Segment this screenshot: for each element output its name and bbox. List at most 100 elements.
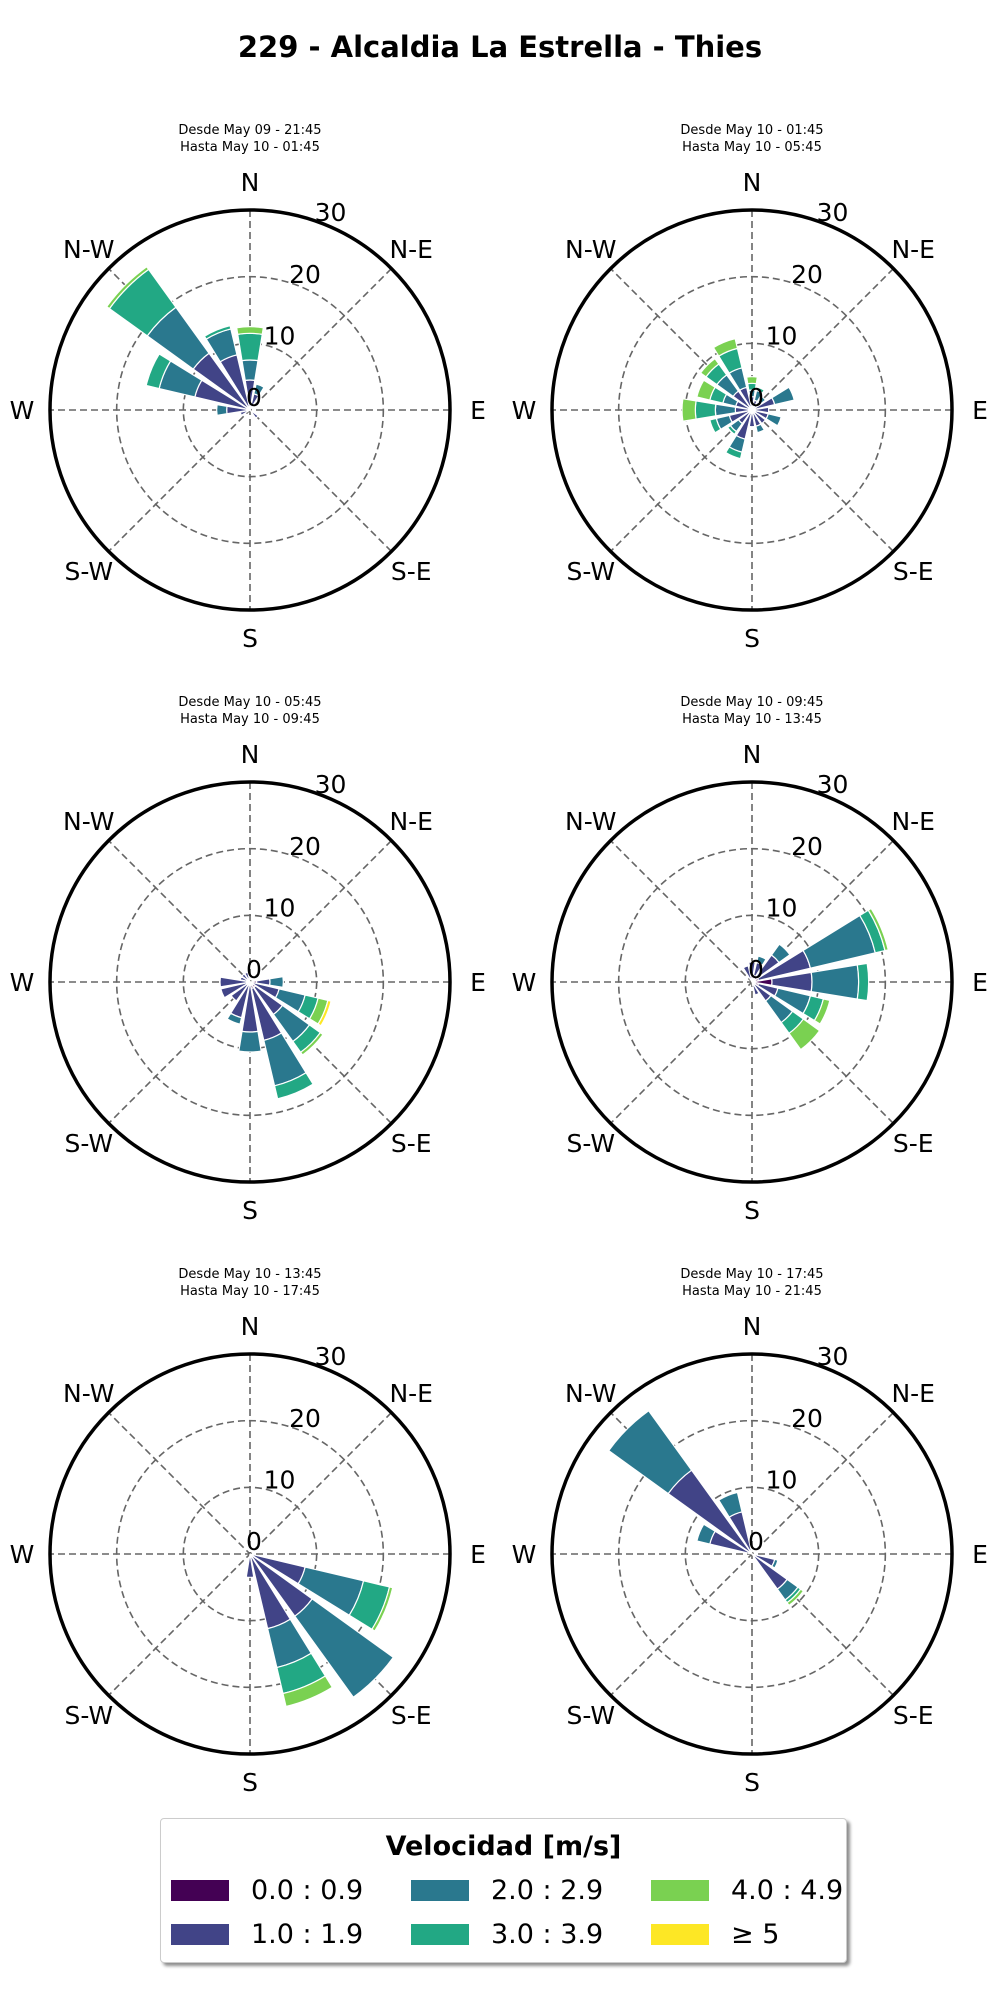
windrose-bar-segment [282, 1675, 334, 1708]
direction-label: S-E [893, 1129, 934, 1158]
radial-tick-label: 0 [748, 1527, 764, 1556]
legend-label: 1.0 : 1.9 [251, 1918, 364, 1950]
windrose-bar-segment [757, 395, 767, 405]
radial-tick-label: 0 [246, 1527, 262, 1556]
windrose-bar-segment [216, 403, 228, 417]
direction-label: S-W [566, 557, 615, 586]
direction-label: W [10, 968, 35, 997]
legend-swatch [651, 1879, 709, 1901]
legend-swatch [411, 1879, 469, 1901]
windrose-bar-segment [856, 962, 870, 1002]
direction-label: N [241, 1312, 260, 1341]
direction-label: S-E [391, 1701, 432, 1730]
direction-label: W [10, 396, 35, 425]
legend-label: 3.0 : 3.9 [491, 1918, 604, 1950]
legend-title: Velocidad [m/s] [385, 1831, 622, 1862]
panel-title-4: Desde May 10 - 09:45 Hasta May 10 - 13:4… [602, 694, 902, 728]
windrose-bar-segment [317, 999, 332, 1027]
windrose-bar-segment [745, 376, 759, 385]
legend: Velocidad [m/s] 0.0 : 0.9 1.0 : 1.9 2.0 … [160, 1818, 847, 1963]
panel-title-6: Desde May 10 - 17:45 Hasta May 10 - 21:4… [602, 1266, 902, 1300]
windrose-bar-segment [696, 379, 716, 401]
windrose-bar-segment [788, 1018, 821, 1051]
direction-label: E [470, 1540, 486, 1569]
windrose-bar-segment [294, 1598, 395, 1699]
direction-label: S-W [64, 1701, 113, 1730]
windrose-bar-segment [235, 326, 265, 336]
figure-title: 229 - Alcaldia La Estrella - Thies [237, 30, 763, 64]
outer-circle [550, 780, 954, 1184]
direction-label: S-W [566, 1701, 615, 1730]
panel-title-line-1: Desde May 10 - 17:45 [680, 1267, 824, 1282]
panel-title-line-2: Hasta May 10 - 01:45 [180, 140, 320, 155]
direction-label: E [972, 396, 988, 425]
radial-tick-label: 0 [748, 955, 764, 984]
panel-title-line-2: Hasta May 10 - 09:45 [180, 712, 320, 727]
windrose-bar-segment [813, 998, 831, 1025]
direction-label: N-W [565, 807, 616, 836]
direction-label: S [242, 1768, 258, 1797]
windrose-bar-segment [243, 971, 250, 980]
direction-label: W [512, 396, 537, 425]
direction-label: E [470, 396, 486, 425]
outer-circle [48, 208, 452, 612]
windrose-bar-segment [219, 976, 248, 988]
windrose-bar-segment [253, 383, 265, 397]
radial-tick-label: 20 [289, 1404, 321, 1433]
direction-label: S [744, 1196, 760, 1225]
legend-item-3: 3.0 : 3.9 [411, 1917, 603, 1951]
windrose-bar-segment [786, 1588, 805, 1607]
windrose-panel-5: 0 10 20 30 N N-E E S-E S S-W W N-W [10, 1312, 486, 1797]
direction-label: N-W [63, 235, 114, 264]
radial-tick-label: 30 [817, 770, 849, 799]
radial-tick-label: 30 [315, 770, 347, 799]
legend-swatch [171, 1879, 229, 1901]
windrose-bar-segment [239, 975, 248, 982]
windrose-bar-segment [770, 943, 791, 964]
windrose-bar-segment [251, 411, 259, 419]
radial-tick-label: 10 [264, 1465, 296, 1494]
direction-label: S [242, 1196, 258, 1225]
radial-tick-label: 30 [315, 198, 347, 227]
panel-title-3: Desde May 10 - 05:45 Hasta May 10 - 09:4… [100, 694, 400, 728]
windrose-bar-segment [230, 983, 249, 1002]
legend-swatch [651, 1923, 709, 1945]
windrose-panel-1: 0 10 20 30 N N-E E S-E S S-W W N-W [10, 168, 486, 653]
windrose-panel-2: 0 10 20 30 N N-E E S-E S S-W W N-W [512, 168, 988, 653]
windrose-bar-segment [696, 1523, 716, 1545]
direction-label: N [743, 1312, 762, 1341]
panel-title-line-1: Desde May 10 - 09:45 [680, 695, 824, 710]
windrose-bar-segment [755, 386, 766, 394]
radial-tick-label: 10 [264, 321, 296, 350]
windrose-panel-4: 0 10 20 30 N N-E E S-E S S-W W N-W [512, 740, 988, 1225]
windrose-bar-segment [220, 982, 248, 999]
legend-swatch [411, 1923, 469, 1945]
windrose-bar-segment [145, 353, 172, 390]
outer-circle [48, 780, 452, 1184]
panel-title-5: Desde May 10 - 13:45 Hasta May 10 - 17:4… [100, 1266, 400, 1300]
panel-title-line-2: Hasta May 10 - 05:45 [682, 140, 822, 155]
windrose-bar-segment [709, 417, 722, 434]
windrose-bar-segment [269, 975, 284, 989]
legend-item-0: 0.0 : 0.9 [171, 1873, 363, 1907]
windrose-bar-segment [105, 265, 150, 310]
panel-title-1: Desde May 09 - 21:45 Hasta May 10 - 01:4… [100, 122, 400, 156]
legend-item-5: ≥ 5 [651, 1917, 779, 1951]
direction-label: S [744, 1768, 760, 1797]
windrose-bar-segment [726, 424, 738, 436]
windrose-bar-segment [245, 1556, 255, 1578]
radial-tick-label: 20 [289, 260, 321, 289]
direction-label: N [241, 168, 260, 197]
windrose-bar-segment [371, 1586, 394, 1632]
windrose-bar-segment [226, 1012, 243, 1025]
windrose-bar-segment [699, 357, 720, 378]
windrose-bar-segment [748, 961, 756, 977]
windrose-bar-segment [748, 412, 756, 428]
panel-title-line-1: Desde May 10 - 13:45 [178, 1267, 322, 1282]
windrose-bar-segment [765, 413, 782, 427]
windrose-bar-segment [712, 337, 739, 357]
windrose-bar-segment [607, 1409, 693, 1495]
windrose-bar-segment [755, 955, 767, 966]
direction-label: N-E [389, 807, 433, 836]
